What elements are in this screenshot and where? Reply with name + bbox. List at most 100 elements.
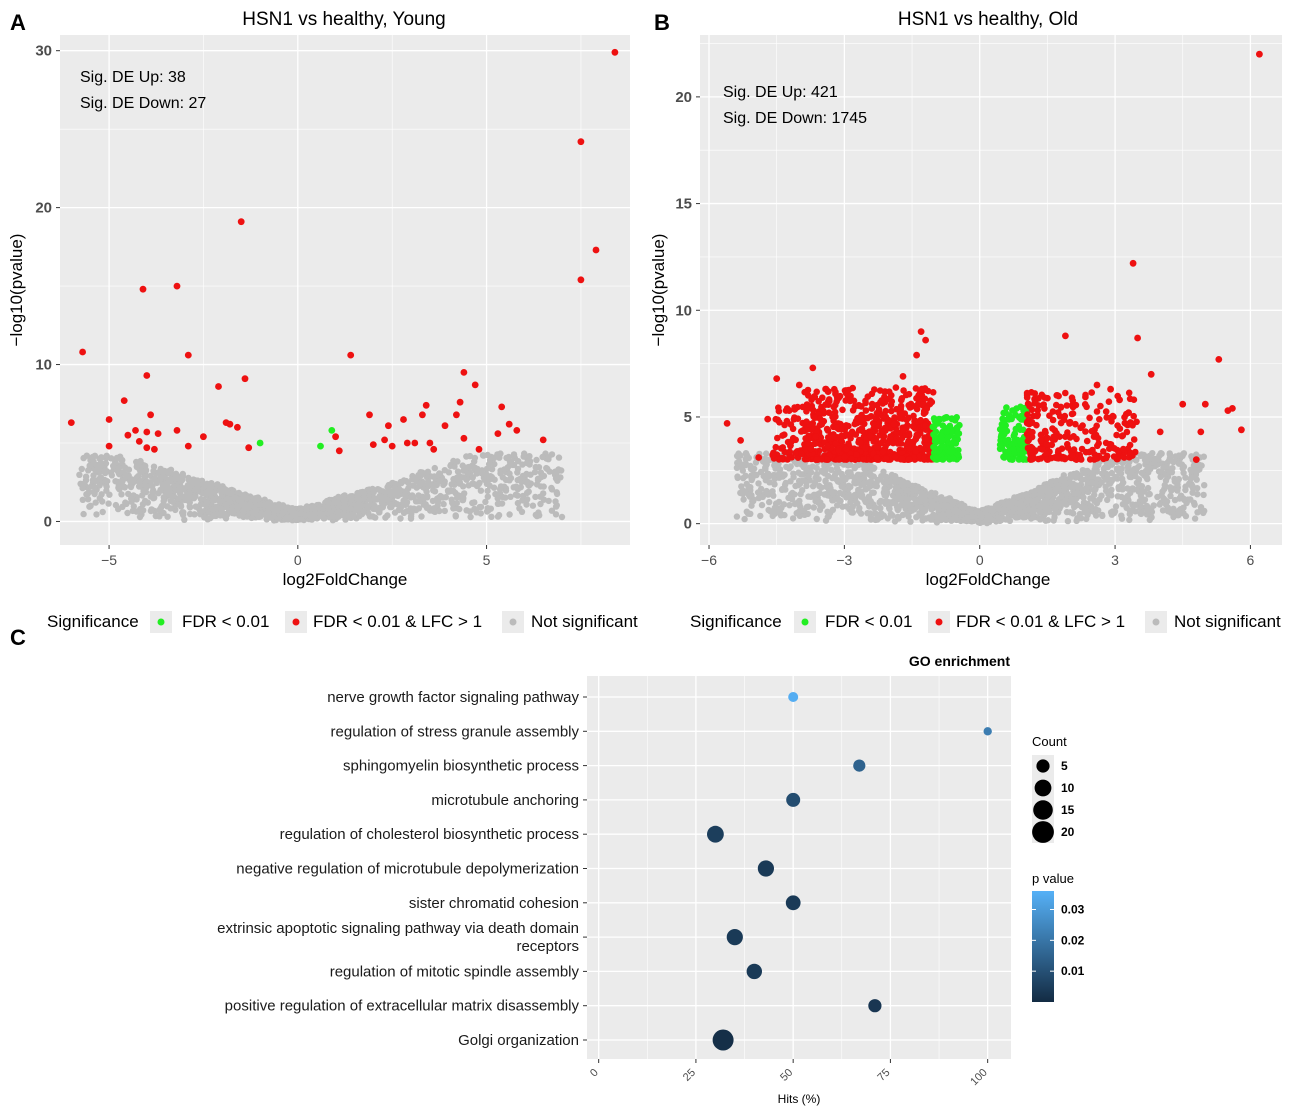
nonsig-point [1055,483,1061,489]
sig-cluster-point [915,433,922,440]
nonsig-point [211,490,217,496]
sig-cluster-point [791,416,798,423]
nonsig-point [895,515,901,521]
sig-cluster-point [945,434,952,441]
sig-point [419,411,426,418]
nonsig-point [1024,491,1030,497]
sig-cluster-point [871,386,878,393]
panel-a-legend-title: Significance [47,612,139,631]
nonsig-point [430,482,436,488]
nonsig-point [868,473,874,479]
nonsig-point [361,508,367,514]
nonsig-point [188,478,194,484]
sig-cluster-point [907,445,914,452]
nonsig-point [874,512,880,518]
nonsig-point [348,495,354,501]
nonsig-point [1167,450,1173,456]
sig-point [68,419,75,426]
nonsig-point [143,467,149,473]
nonsig-point [798,461,804,467]
nonsig-point [511,462,517,468]
sig-cluster-point [880,449,887,456]
panel-a-legend-fdr: FDR < 0.01 [182,612,269,631]
nonsig-point [110,463,116,469]
sig-point [332,433,339,440]
nonsig-point [325,500,331,506]
nonsig-point [799,478,805,484]
sig-cluster-point [933,429,940,436]
nonsig-point [109,472,115,478]
nonsig-point [1098,493,1104,499]
sig-cluster-point [770,450,777,457]
sig-cluster-point [881,428,888,435]
sig-cluster-point [811,414,818,421]
nonsig-point [798,471,804,477]
nonsig-point [842,476,848,482]
nonsig-point [919,510,925,516]
sig-cluster-point [906,456,913,463]
nonsig-point [108,455,114,461]
a-x-tick-label: 5 [483,552,491,568]
nonsig-point [1158,450,1164,456]
sig-point [185,352,192,359]
nonsig-point [403,488,409,494]
nonsig-point [805,473,811,479]
nonsig-point [1020,502,1026,508]
nonsig-point [1136,481,1142,487]
nonsig-point [1036,503,1042,509]
nonsig-point [489,474,495,480]
sig-cluster-point [774,417,781,424]
nonsig-point [1084,512,1090,518]
nonsig-point [996,506,1002,512]
nonsig-point [472,455,478,461]
nonsig-point [373,506,379,512]
nonsig-point [1160,507,1166,513]
sig-cluster-point [783,407,790,414]
panel-a-legend-key-nonsig [510,619,517,626]
nonsig-point [892,475,898,481]
nonsig-point [359,503,365,509]
sig-cluster-point [822,401,829,408]
nonsig-point [864,510,870,516]
panel-a-legend-nonsig: Not significant [531,612,638,631]
sig-point [155,430,162,437]
nonsig-point [1182,487,1188,493]
nonsig-point [1063,501,1069,507]
nonsig-point [519,461,525,467]
nonsig-point [1167,484,1173,490]
nonsig-point [1142,497,1148,503]
nonsig-point [741,461,747,467]
sig-cluster-point [899,395,906,402]
nonsig-point [1059,477,1065,483]
sig-point [257,440,264,447]
sig-cluster-point [786,448,793,455]
sig-cluster-point [953,414,960,421]
nonsig-point [792,483,798,489]
sig-cluster-point [788,438,795,445]
sig-point [174,283,181,290]
nonsig-point [397,515,403,521]
nonsig-point [1091,492,1097,498]
sig-cluster-point [867,433,874,440]
nonsig-point [133,508,139,514]
nonsig-point [1157,501,1163,507]
nonsig-point [523,471,529,477]
nonsig-point [450,501,456,507]
nonsig-point [764,471,770,477]
nonsig-point [413,498,419,504]
nonsig-point [98,474,104,480]
sig-point [238,218,245,225]
sig-cluster-point [853,431,860,438]
nonsig-point [153,513,159,519]
sig-point [336,447,343,454]
nonsig-point [1109,462,1115,468]
nonsig-point [193,503,199,509]
nonsig-point [1180,505,1186,511]
nonsig-point [1115,465,1121,471]
nonsig-point [491,455,497,461]
nonsig-point [763,450,769,456]
sig-point [106,416,113,423]
nonsig-point [463,453,469,459]
nonsig-point [99,498,105,504]
nonsig-point [155,490,161,496]
